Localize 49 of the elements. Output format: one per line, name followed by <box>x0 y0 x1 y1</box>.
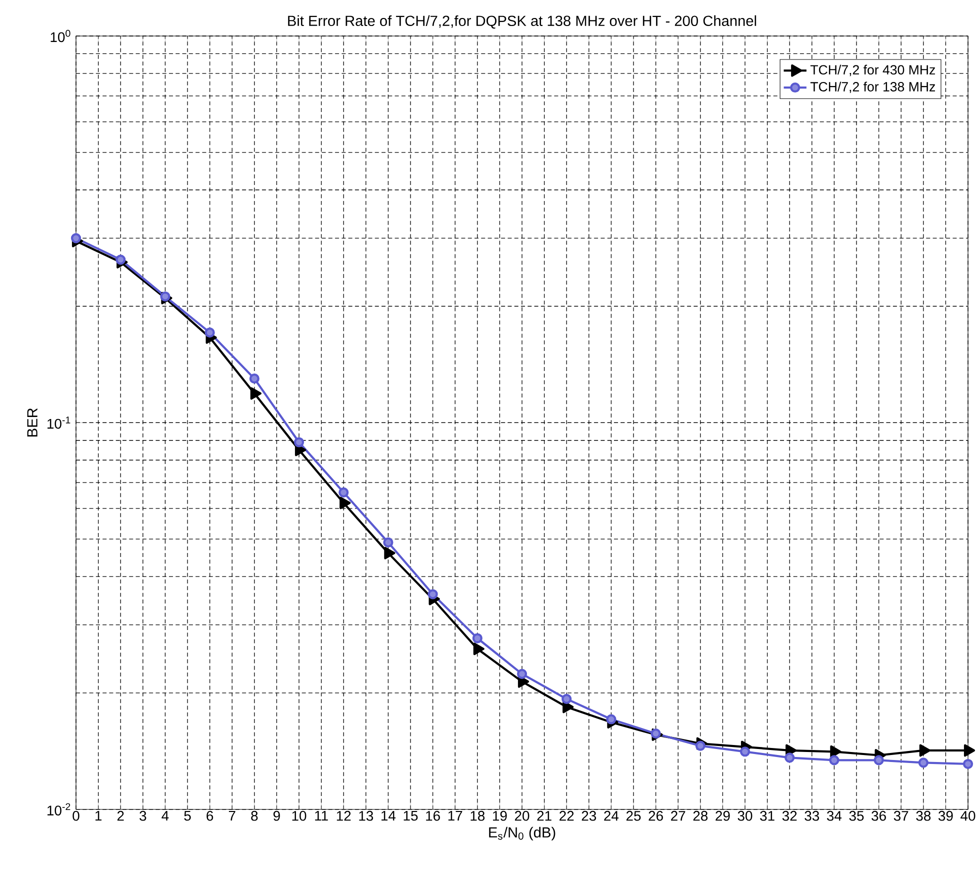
x-tick-label: 14 <box>382 811 396 821</box>
legend-label: TCH/7,2 for 430 MHz <box>810 64 935 76</box>
x-tick-label: 20 <box>514 811 530 821</box>
x-tick-label: 13 <box>359 811 374 821</box>
x-tick-label: 9 <box>273 811 280 821</box>
x-tick-label: 28 <box>693 811 708 821</box>
y-tick-label: 10$^{0}$ <box>50 30 70 42</box>
x-tick-label: 32 <box>782 811 797 821</box>
x-tick-label: 7 <box>228 811 236 821</box>
x-tick-label: 35 <box>849 811 864 821</box>
legend-label: TCH/7,2 for 138 MHz <box>810 82 935 94</box>
x-tick-label: 5 <box>184 811 191 821</box>
x-tick-label: 33 <box>804 811 820 821</box>
x-tick-label: 27 <box>671 811 686 821</box>
x-tick-label: 8 <box>251 811 258 821</box>
x-tick-label: 29 <box>716 811 730 821</box>
x-tick-label: 31 <box>760 811 774 821</box>
x-tick-label: 4 <box>162 811 169 821</box>
x-axis-title: E$_{s}$/N$_{0}$ (dB) <box>489 827 556 841</box>
x-tick-label: 36 <box>872 811 886 821</box>
x-tick-label: 40 <box>960 811 976 821</box>
x-tick-label: 17 <box>448 811 462 821</box>
x-tick-label: 34 <box>826 811 842 821</box>
x-tick-label: 19 <box>493 811 507 821</box>
x-tick-label: 2 <box>117 811 124 821</box>
x-tick-label: 3 <box>140 811 146 821</box>
x-tick-label: 23 <box>582 811 596 821</box>
x-tick-label: 0 <box>72 811 80 821</box>
x-tick-label: 30 <box>738 811 752 821</box>
x-tick-label: 21 <box>537 811 552 821</box>
x-tick-label: 1 <box>95 811 102 821</box>
x-tick-label: 18 <box>470 811 485 821</box>
x-tick-label: 11 <box>315 811 328 821</box>
x-tick-label: 22 <box>560 811 574 821</box>
chart-title: Bit Error Rate of TCH/7,2,for DQPSK at 138 MHz over HT - 200 Channel <box>288 15 756 29</box>
x-tick-label: 39 <box>938 811 953 821</box>
x-tick-label: 24 <box>604 811 619 821</box>
x-tick-label: 6 <box>206 811 214 821</box>
y-tick-label: 10$^{-1}$ <box>48 416 70 429</box>
x-tick-label: 26 <box>648 811 663 821</box>
x-tick-label: 37 <box>894 811 908 821</box>
x-tick-label: 15 <box>404 811 418 821</box>
x-tick-label: 10 <box>292 811 306 821</box>
x-tick-label: 38 <box>916 811 931 821</box>
y-axis-title: BER <box>27 408 38 437</box>
x-tick-label: 25 <box>626 811 641 821</box>
x-tick-label: 12 <box>336 811 351 821</box>
y-tick-label: 10$^{-2}$ <box>48 803 70 816</box>
x-tick-label: 16 <box>426 811 440 821</box>
